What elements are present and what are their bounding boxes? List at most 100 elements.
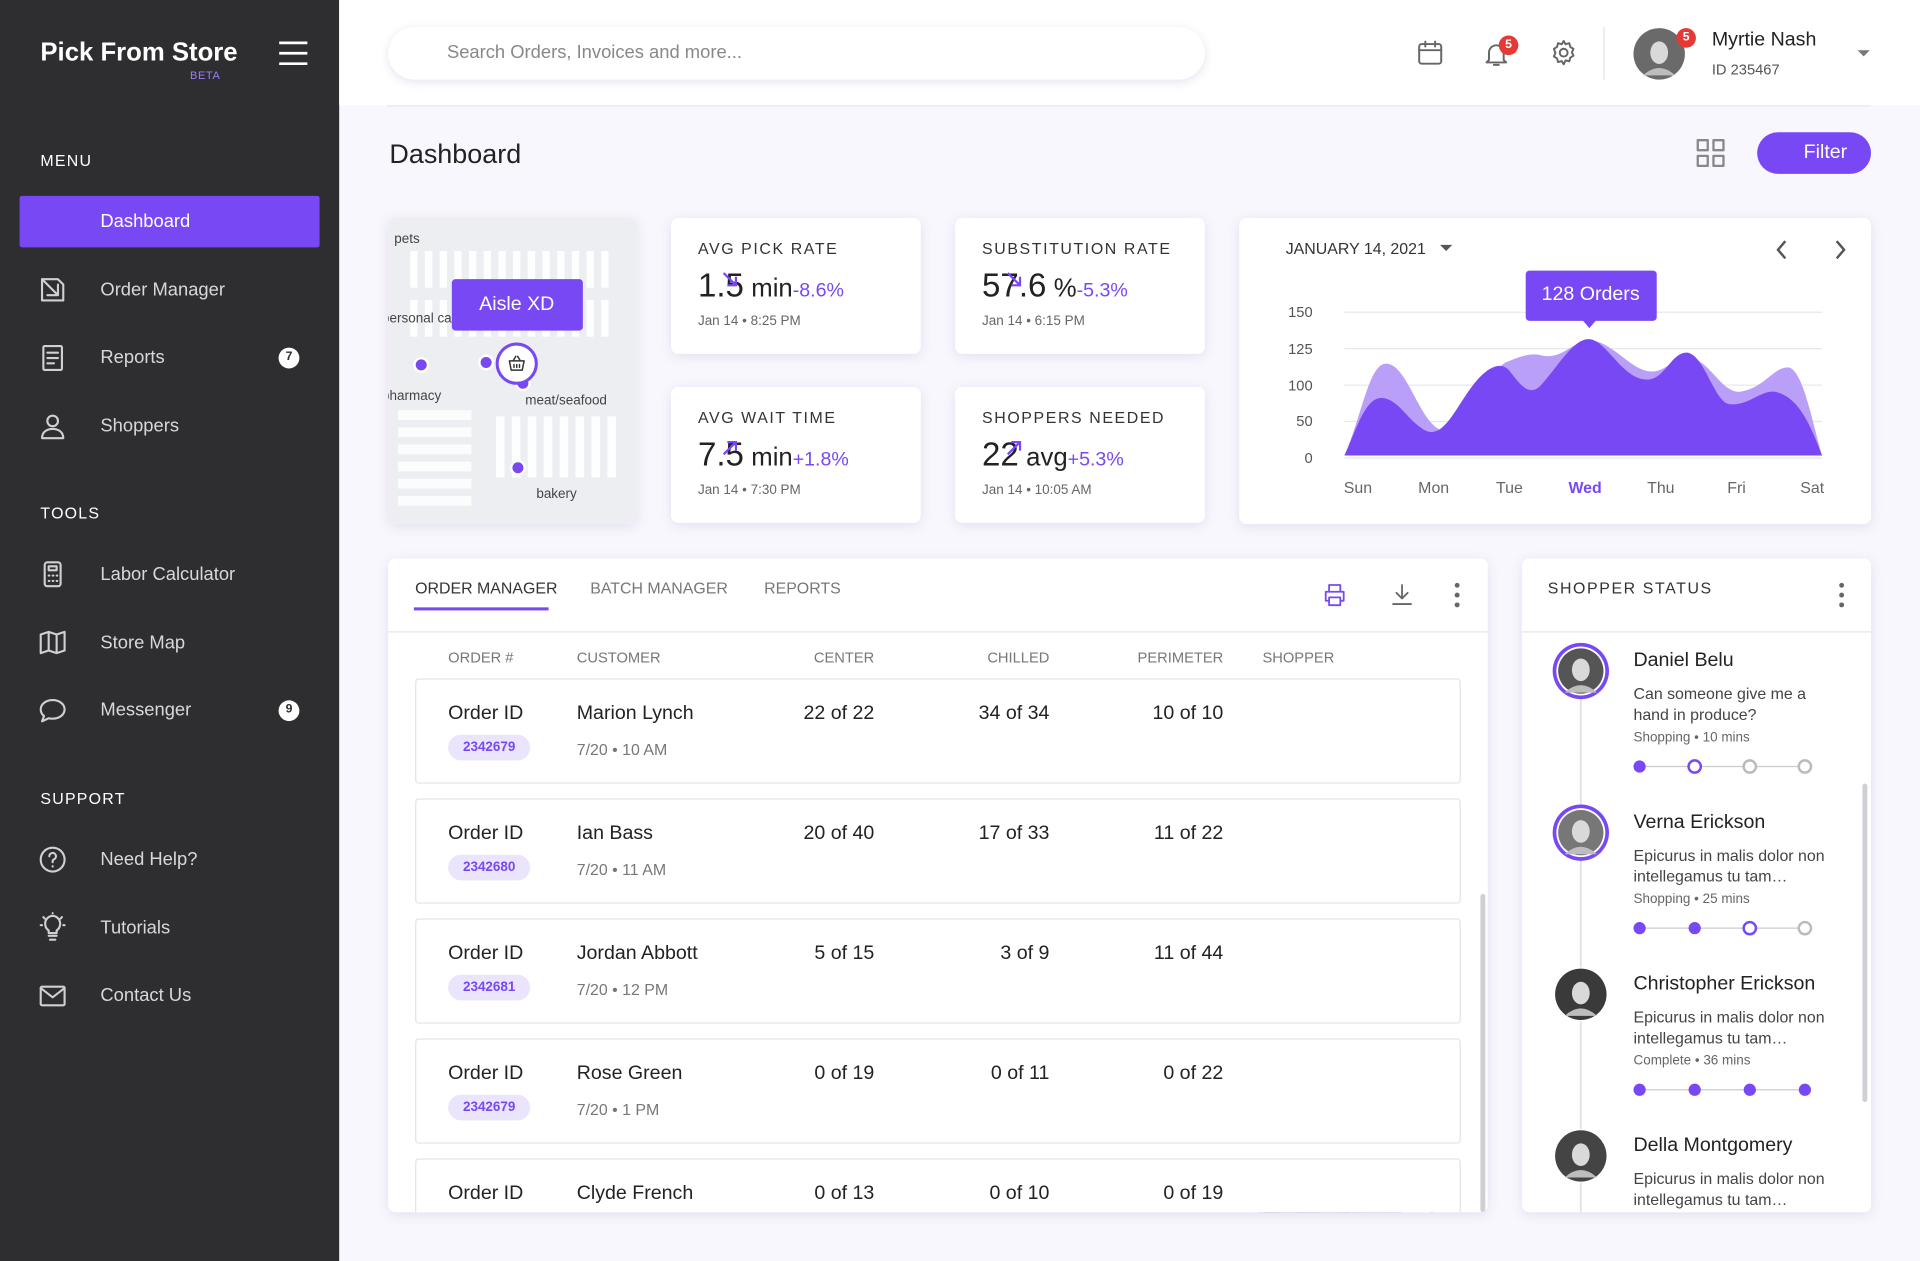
grid-toggle [1696,139,1725,168]
shelf [601,300,609,337]
order-time: 7/20 • 1 PM [576,1100,660,1119]
customer-name: Ian Bass [576,822,653,844]
user-avatar-body [1643,68,1676,76]
more-dot [1454,582,1460,588]
shopper-avatar-face [1571,1143,1590,1167]
nav-item[interactable]: Need Help? [100,849,198,871]
order-title: Order ID [448,702,524,724]
progress-label: 0 of 19 [1163,1182,1224,1204]
map-dot [413,356,430,373]
shopper-avatar-face [1571,820,1590,843]
section-title: MENU [40,151,93,170]
order-id: 2342679 [462,740,516,755]
nav-item[interactable]: Dashboard [100,211,191,233]
order-id-pill [448,854,531,881]
bell-badge [1498,35,1519,56]
shelf [410,300,418,337]
order-id: 2342679 [462,1100,516,1115]
nav-item[interactable]: Shoppers [100,415,180,437]
order-title: Order ID [448,942,524,964]
nav-item[interactable]: Order Manager [100,279,225,301]
kpi-change: -8.6% [792,280,844,302]
order-row[interactable] [415,798,1461,904]
nav-item[interactable]: Tutorials [100,917,171,939]
kpi-label: SUBSTITUTION RATE [982,239,1172,258]
shelf [483,251,492,288]
column-header: PERIMETER [1137,648,1224,667]
nav-icon [39,846,66,873]
order-row[interactable] [415,678,1461,784]
nav-item[interactable]: Reports [100,347,165,369]
kpi-trend-icon [1006,440,1022,456]
nav-item[interactable]: Store Map [100,632,186,653]
filter-label[interactable]: Filter [1803,142,1848,163]
customer-name: Jordan Abbott [576,942,698,964]
shopper-name: Verna Erickson [1633,811,1766,833]
shopper-message: Epicurus in malis dolor non intellegamus… [1633,846,1825,886]
kpi-value-row: 57.6% -5.3% [982,269,1128,302]
user-badge-text: 5 [1682,30,1690,45]
step-todo [1742,759,1758,774]
order-row[interactable] [415,1038,1461,1144]
tab[interactable]: ORDER MANAGER [415,578,558,597]
step-done [1633,922,1646,935]
tab[interactable]: REPORTS [764,578,841,597]
nav-icon [39,985,66,1007]
y-tick-label: 50 [1296,412,1313,431]
filter-button[interactable] [1757,132,1872,174]
nav-active[interactable] [19,195,320,248]
shopper-name: Daniel Belu [1633,650,1734,672]
step-done [1688,1083,1701,1096]
chart-date: JANUARY 14, 2021 [1285,239,1426,258]
order-id: 2342680 [462,860,516,875]
scrollbar [1480,893,1486,1213]
order-row[interactable] [415,1158,1461,1213]
brand: Pick From Store [40,38,238,67]
tab[interactable]: BATCH MANAGER [590,578,728,597]
order-time: 7/20 • 10 AM [576,740,668,759]
kpi-unit: avg [1026,443,1068,472]
map-label: pets [394,232,420,247]
customer-name: Marion Lynch [576,702,694,724]
nav-item[interactable]: Labor Calculator [100,563,236,585]
shelf [601,251,609,288]
calendar-icon [1418,40,1443,65]
kpi-card [955,386,1205,523]
tab-underline [413,607,549,611]
more-dot [1454,592,1460,598]
nav-item[interactable]: Contact Us [100,985,192,1007]
order-time: 7/20 • 12 PM [576,980,669,999]
kpi-value: 22 [982,435,1019,473]
step-todo [1797,920,1813,936]
progress-label: 3 of 9 [1000,942,1050,964]
order-id-pill [448,734,531,761]
chart-tooltip-text: 128 Orders [1541,284,1640,305]
shelf [439,251,447,288]
shelf [586,300,594,337]
progress-label: 11 of 44 [1153,942,1224,964]
customer-name: Rose Green [576,1062,683,1084]
nav-item[interactable]: Messenger [100,700,192,722]
nav-icon [39,699,66,723]
user-dropdown [1857,50,1870,57]
order-id: 2342681 [462,980,516,995]
shelf [543,416,553,478]
nav-badge [278,700,300,722]
shopper-name: Christopher Erickson [1633,973,1816,995]
kpi-card [671,386,921,523]
shelf [410,251,418,288]
step-done [1743,1083,1756,1096]
shopper-meta: Shopping • 10 mins [1633,730,1750,746]
shopper-avatar-body [1564,685,1597,693]
customer-name: Clyde French [576,1182,694,1204]
kpi-unit: % [1053,274,1077,303]
order-title: Order ID [448,1182,524,1204]
order-row[interactable] [415,918,1461,1024]
map-dot [478,354,495,371]
search-box[interactable] [388,26,1205,80]
